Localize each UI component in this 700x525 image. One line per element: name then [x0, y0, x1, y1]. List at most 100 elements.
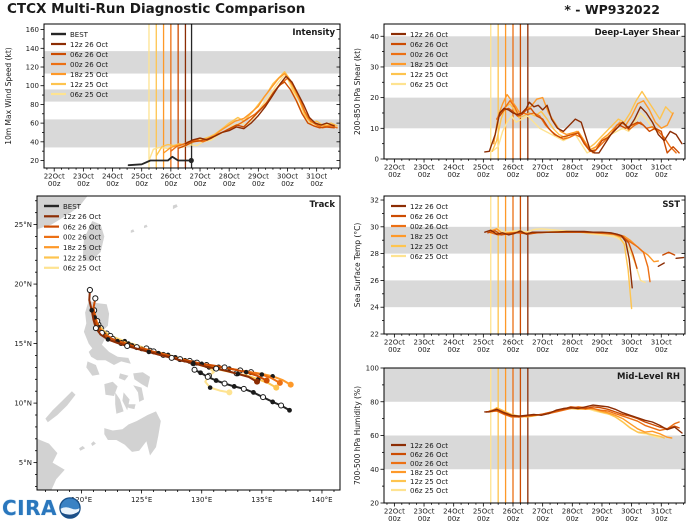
svg-text:700-500 hPa Humidity (%): 700-500 hPa Humidity (%): [353, 386, 362, 485]
svg-text:12z 26 Oct: 12z 26 Oct: [410, 203, 448, 211]
svg-text:24Oct: 24Oct: [443, 164, 464, 172]
svg-text:27Oct: 27Oct: [532, 164, 553, 172]
cira-logo-text: CIRA: [2, 496, 57, 520]
svg-text:06z 26 Oct: 06z 26 Oct: [410, 451, 448, 459]
svg-text:29Oct: 29Oct: [248, 173, 269, 181]
svg-text:22Oct: 22Oct: [384, 164, 405, 172]
svg-text:00z: 00z: [536, 171, 549, 179]
svg-text:00z: 00z: [447, 346, 460, 354]
svg-text:00z: 00z: [447, 171, 460, 179]
svg-text:15°N: 15°N: [14, 340, 32, 348]
svg-text:00z: 00z: [252, 180, 265, 188]
deep-layer-shear-panel: 22Oct 00z 23Oct 00z 24Oct 00z 25Oct 00z 26Oct 00z…: [352, 20, 700, 192]
svg-text:00z: 00z: [135, 180, 148, 188]
svg-text:22Oct: 22Oct: [44, 173, 65, 181]
svg-text:00z: 00z: [310, 180, 323, 188]
svg-text:22: 22: [370, 331, 379, 339]
page-title: CTCX Multi-Run Diagnostic Comparison: [7, 1, 306, 17]
svg-text:Intensity: Intensity: [292, 28, 335, 38]
svg-text:125°E: 125°E: [131, 496, 152, 504]
svg-text:200-850 hPa Shear (kt): 200-850 hPa Shear (kt): [353, 48, 362, 135]
svg-text:18z 25 Oct: 18z 25 Oct: [410, 469, 448, 477]
svg-text:25°N: 25°N: [14, 221, 32, 229]
svg-text:28Oct: 28Oct: [562, 339, 583, 347]
svg-text:29Oct: 29Oct: [591, 339, 612, 347]
rh-chart: 22Oct00z23Oct00z24Oct00z25Oct00z26Oct00z…: [353, 365, 686, 523]
svg-text:24Oct: 24Oct: [443, 508, 464, 516]
svg-text:18z 25 Oct: 18z 25 Oct: [70, 71, 108, 79]
svg-text:00z: 00z: [388, 515, 401, 523]
svg-text:BEST: BEST: [70, 31, 89, 39]
svg-text:27Oct: 27Oct: [532, 339, 553, 347]
svg-text:00z: 00z: [507, 515, 520, 523]
svg-text:00z 26 Oct: 00z 26 Oct: [410, 223, 448, 231]
svg-text:00z: 00z: [507, 171, 520, 179]
svg-text:00z: 00z: [596, 346, 609, 354]
svg-text:00z: 00z: [388, 171, 401, 179]
svg-text:20: 20: [370, 94, 379, 102]
svg-text:18z 25 Oct: 18z 25 Oct: [63, 244, 101, 252]
svg-text:00z: 00z: [655, 346, 668, 354]
sst-chart: 22Oct00z23Oct00z24Oct00z25Oct00z26Oct00z…: [353, 195, 686, 354]
svg-text:80: 80: [370, 398, 379, 406]
svg-text:20: 20: [370, 500, 379, 508]
svg-text:29Oct: 29Oct: [591, 164, 612, 172]
svg-text:06z 25 Oct: 06z 25 Oct: [410, 81, 448, 89]
svg-text:00z: 00z: [596, 515, 609, 523]
svg-text:100: 100: [26, 82, 39, 90]
svg-text:12z 25 Oct: 12z 25 Oct: [410, 243, 448, 251]
svg-text:80: 80: [30, 101, 39, 109]
svg-text:00z 26 Oct: 00z 26 Oct: [410, 460, 448, 468]
svg-text:00z: 00z: [507, 346, 520, 354]
svg-text:BEST: BEST: [63, 203, 82, 211]
svg-text:06z 26 Oct: 06z 26 Oct: [410, 213, 448, 221]
svg-text:00z: 00z: [566, 171, 579, 179]
svg-text:23Oct: 23Oct: [414, 339, 435, 347]
philippines-landmass: [37, 196, 178, 490]
svg-text:31Oct: 31Oct: [651, 508, 672, 516]
svg-text:00z: 00z: [625, 346, 638, 354]
svg-text:00z: 00z: [566, 346, 579, 354]
svg-text:12z 25 Oct: 12z 25 Oct: [410, 478, 448, 486]
svg-text:32: 32: [370, 197, 379, 205]
svg-text:31Oct: 31Oct: [651, 339, 672, 347]
svg-text:30Oct: 30Oct: [621, 508, 642, 516]
svg-text:06z 25 Oct: 06z 25 Oct: [70, 91, 108, 99]
svg-text:00z: 00z: [477, 171, 490, 179]
svg-text:06z 25 Oct: 06z 25 Oct: [410, 253, 448, 261]
svg-text:00z: 00z: [477, 346, 490, 354]
svg-text:26Oct: 26Oct: [502, 164, 523, 172]
svg-text:06z 26 Oct: 06z 26 Oct: [63, 223, 101, 231]
sst-panel: 22Oct 00z 23Oct 00z 24Oct 00z 25Oct 00z 26Oct 00z…: [352, 192, 700, 364]
svg-text:00z: 00z: [477, 515, 490, 523]
svg-text:18z 25 Oct: 18z 25 Oct: [410, 233, 448, 241]
svg-text:60: 60: [30, 120, 39, 128]
svg-text:00z: 00z: [625, 171, 638, 179]
svg-text:00z: 00z: [106, 180, 119, 188]
track-map-panel: 120°E 125°E 130°E 135°E 140°E 5°N 10°N 15°N 20°N…: [0, 192, 352, 525]
svg-text:10: 10: [370, 125, 379, 133]
svg-text:20°N: 20°N: [14, 281, 32, 289]
svg-text:SST: SST: [662, 200, 680, 210]
svg-text:40: 40: [370, 33, 379, 41]
intensity-panel: 22Oct 00z 23Oct 00z 24Oct 00z 25Oct 00z 26Oct 00z…: [0, 20, 352, 192]
svg-text:06z 25 Oct: 06z 25 Oct: [63, 265, 101, 273]
svg-text:28Oct: 28Oct: [562, 164, 583, 172]
storm-id-label: * - WP932022: [564, 2, 660, 17]
svg-text:120°E: 120°E: [71, 496, 92, 504]
svg-text:23Oct: 23Oct: [73, 173, 94, 181]
svg-text:23Oct: 23Oct: [414, 508, 435, 516]
svg-text:12z 26 Oct: 12z 26 Oct: [410, 31, 448, 39]
svg-text:00z: 00z: [165, 180, 178, 188]
svg-text:24Oct: 24Oct: [443, 339, 464, 347]
svg-text:26Oct: 26Oct: [502, 339, 523, 347]
svg-text:25Oct: 25Oct: [131, 173, 152, 181]
intensity-chart: 22Oct00z23Oct00z24Oct00z25Oct00z26Oct00z…: [4, 23, 341, 188]
svg-text:00z: 00z: [281, 180, 294, 188]
svg-text:29Oct: 29Oct: [591, 508, 612, 516]
svg-text:26Oct: 26Oct: [502, 508, 523, 516]
svg-text:18z 25 Oct: 18z 25 Oct: [410, 61, 448, 69]
svg-text:60: 60: [370, 432, 379, 440]
svg-text:26: 26: [370, 277, 379, 285]
svg-text:25Oct: 25Oct: [473, 164, 494, 172]
